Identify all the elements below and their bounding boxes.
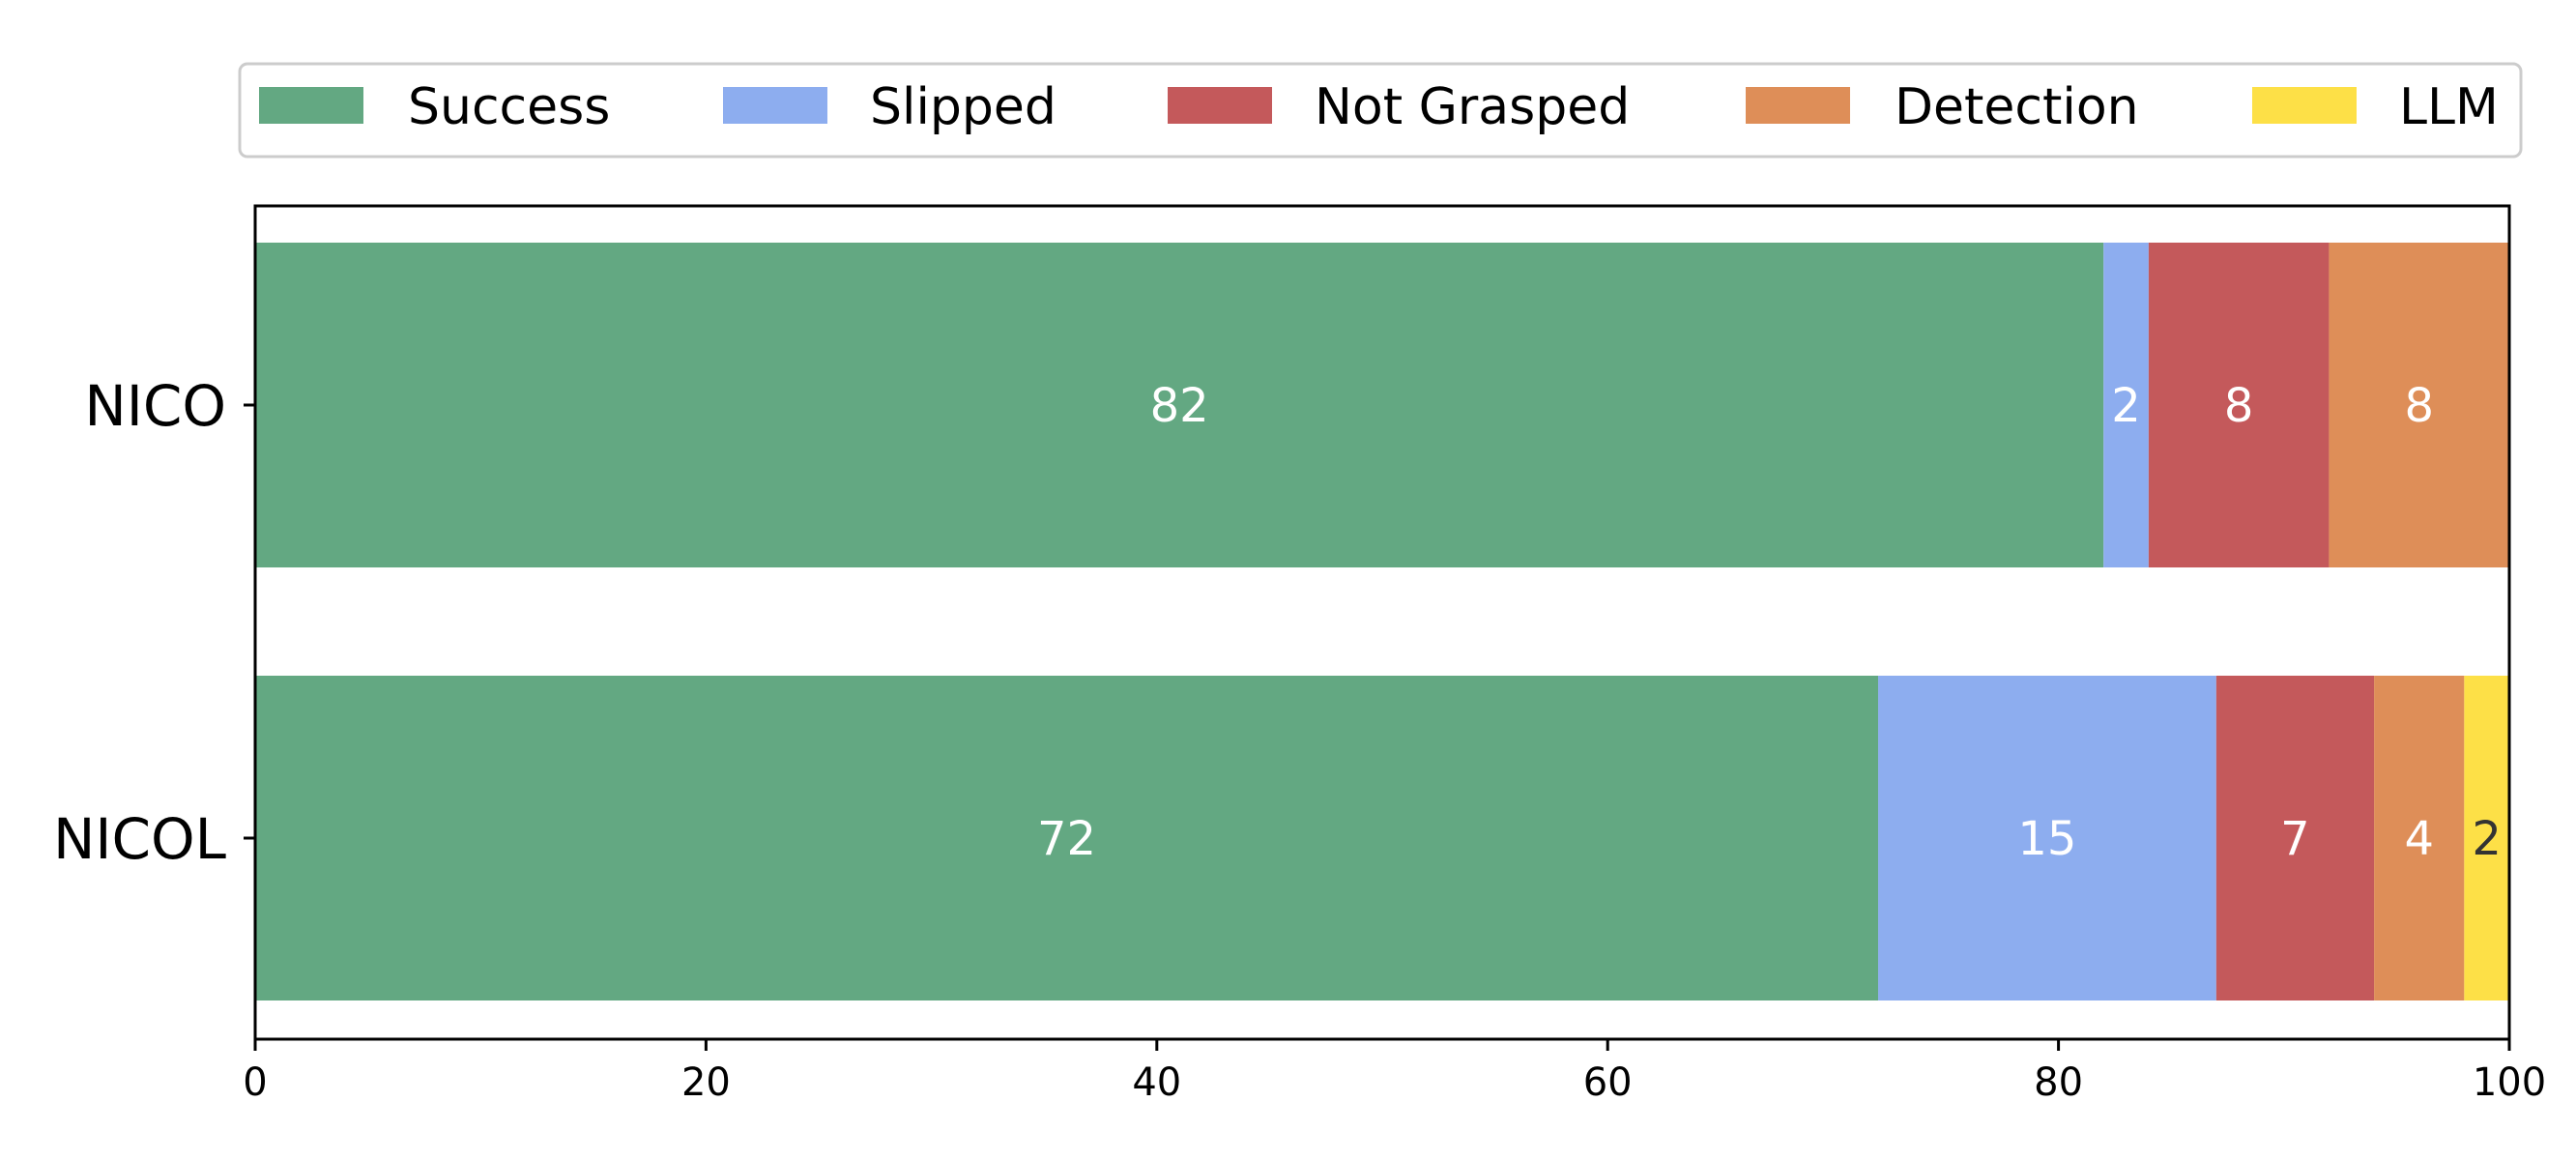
bar-label-nico-slipped: 2 bbox=[2111, 379, 2141, 433]
bar-nicol-slipped bbox=[1878, 676, 2216, 1000]
bar-label-nicol-llm: 2 bbox=[2472, 812, 2502, 866]
y-tick-label-nicol: NICOL bbox=[53, 806, 226, 872]
legend-label-llm: LLM bbox=[2399, 78, 2499, 136]
legend-label-detection: Detection bbox=[1895, 78, 2139, 136]
bar-label-nicol-success: 72 bbox=[1037, 812, 1096, 866]
x-axis: 0 20 40 60 80 100 bbox=[243, 1039, 2546, 1105]
bar-nico-detection bbox=[2329, 243, 2509, 567]
x-tick-label-80: 80 bbox=[2034, 1060, 2083, 1105]
bar-label-nicol-detection: 4 bbox=[2404, 812, 2434, 866]
legend-swatch-success bbox=[259, 87, 363, 124]
y-tick-label-nico: NICO bbox=[84, 373, 226, 439]
legend-swatch-llm bbox=[2252, 87, 2357, 124]
legend-label-slipped: Slipped bbox=[870, 78, 1056, 136]
x-tick-label-60: 60 bbox=[1583, 1060, 1633, 1105]
legend-swatch-not-grasped bbox=[1168, 87, 1272, 124]
bar-nicol-success bbox=[255, 676, 1879, 1000]
x-tick-label-40: 40 bbox=[1132, 1060, 1181, 1105]
bar-nico-success bbox=[255, 243, 2104, 567]
bar-label-group: 82 2 8 872 15 7 4 2 bbox=[1037, 379, 2502, 866]
x-tick-label-20: 20 bbox=[681, 1060, 731, 1105]
legend-swatch-detection bbox=[1746, 87, 1850, 124]
bar-label-nico-not-grasped: 8 bbox=[2224, 379, 2254, 433]
bar-nicol-not-grasped bbox=[2215, 676, 2375, 1000]
legend-label-not-grasped: Not Grasped bbox=[1315, 78, 1630, 136]
bar-group bbox=[255, 243, 2509, 1000]
y-axis: NICO NICOL bbox=[53, 373, 255, 872]
legend: Success Slipped Not Grasped Detection LLM bbox=[238, 62, 2523, 159]
x-tick-label-100: 100 bbox=[2473, 1060, 2546, 1105]
bar-nico-not-grasped bbox=[2148, 243, 2330, 567]
bar-label-nicol-slipped: 15 bbox=[2017, 812, 2076, 866]
bar-nicol-detection bbox=[2374, 676, 2465, 1000]
bar-nicol-llm bbox=[2464, 676, 2509, 1000]
bar-label-nico-detection: 8 bbox=[2404, 379, 2434, 433]
bar-label-nicol-not-grasped: 7 bbox=[2280, 812, 2310, 866]
bar-label-nico-success: 82 bbox=[1150, 379, 1209, 433]
legend-swatch-slipped bbox=[723, 87, 827, 124]
bar-nico-slipped bbox=[2103, 243, 2149, 567]
plot-frame bbox=[253, 204, 2511, 1041]
x-tick-label-0: 0 bbox=[243, 1060, 267, 1105]
legend-label-success: Success bbox=[408, 78, 610, 136]
